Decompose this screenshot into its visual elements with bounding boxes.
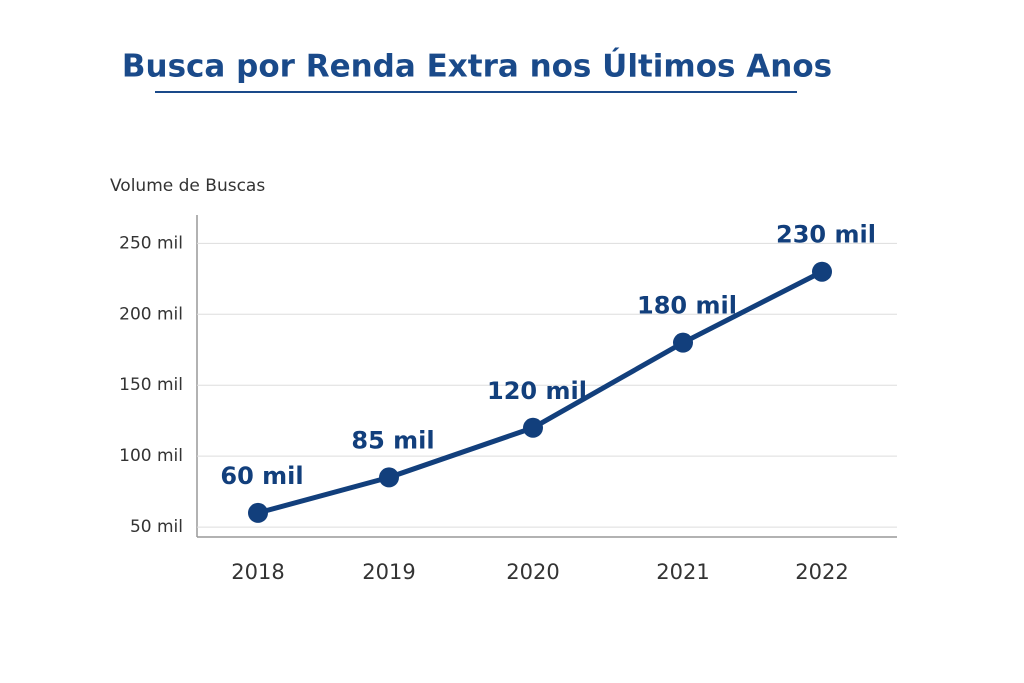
point: [248, 502, 268, 523]
point: [673, 332, 693, 353]
value-label: 120 mil: [487, 377, 587, 405]
y-tick-label: 200 mil: [119, 304, 183, 324]
y-tick-label: 100 mil: [119, 446, 183, 466]
point: [523, 417, 543, 438]
chart-title: Busca por Renda Extra nos Últimos Anos: [122, 48, 832, 85]
y-tick-label: 50 mil: [130, 517, 183, 537]
x-tick-label: 2018: [231, 560, 284, 584]
value-label: 180 mil: [637, 292, 737, 320]
value-label: 60 mil: [220, 462, 303, 490]
value-label: 230 mil: [776, 221, 876, 249]
x-tick-label: 2022: [795, 560, 848, 584]
y-tick-label: 150 mil: [119, 375, 183, 395]
x-tick-label: 2021: [656, 560, 709, 584]
x-tick-label: 2020: [506, 560, 559, 584]
point: [812, 261, 832, 282]
point: [379, 467, 399, 488]
value-label: 85 mil: [351, 426, 434, 454]
y-tick-label: 250 mil: [119, 233, 183, 253]
y-axis-label: Volume de Buscas: [110, 176, 265, 196]
x-tick-label: 2019: [362, 560, 415, 584]
